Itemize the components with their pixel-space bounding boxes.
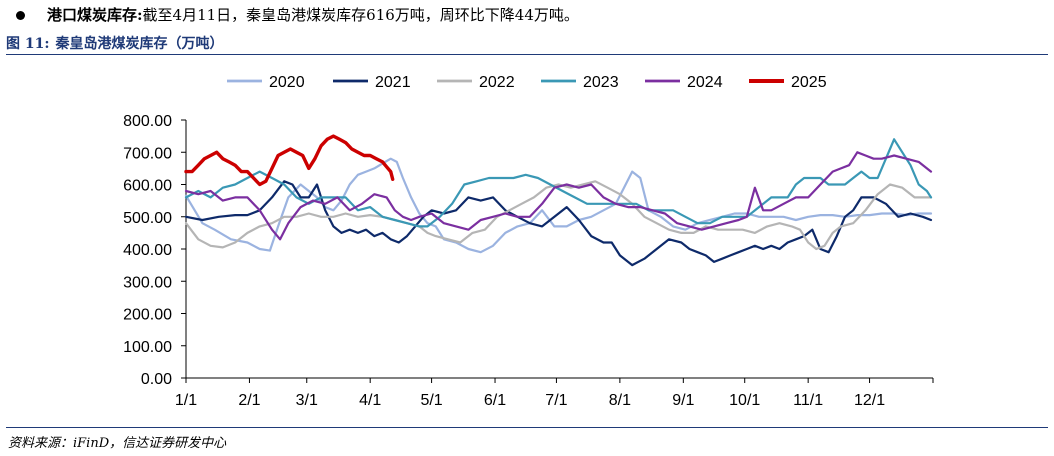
x-tick-label: 4/1 [359,392,381,409]
y-tick-label: 500.00 [123,210,172,227]
legend-label-2024: 2024 [687,74,723,91]
figure-title: 图 11: 秦皇岛港煤炭库存（万吨） [6,33,224,53]
y-tick-label: 0.00 [141,371,172,388]
legend-label-2020: 2020 [269,74,305,91]
series-line-2025 [184,134,395,187]
x-tick-label: 5/1 [420,392,442,409]
series-line-2023 [184,138,933,228]
summary-text: 截至4月11日，秦皇岛港煤炭库存616万吨，周环比下降44万吨。 [142,6,579,24]
x-tick-label: 10/1 [729,392,760,409]
y-tick-label: 800.00 [123,113,172,130]
chart-legend: 2020 2021 2022 2023 2024 2025 [227,74,827,91]
x-tick-label: 8/1 [609,392,631,409]
y-tick-label: 100.00 [123,339,172,356]
figure-bottom-rule [6,427,1048,428]
summary-heading: 港口煤炭库存: [47,6,143,24]
legend-label-2021: 2021 [375,74,411,91]
series-line-2021 [184,180,933,267]
x-tick-label: 1/1 [175,392,197,409]
x-tick-label: 9/1 [672,392,694,409]
x-tick-label: 7/1 [545,392,567,409]
x-axis: 1/1 2/1 3/1 4/1 5/1 6/1 7/1 8/1 9/1 10/1 11/1 12/1 [175,377,934,409]
x-tick-label: 12/1 [854,392,885,409]
plot-area [184,134,933,267]
y-tick-label: 200.00 [123,307,172,324]
x-tick-label: 3/1 [296,392,318,409]
y-axis: 800.00 700.00 600.00 500.00 400.00 300.00 200.… [123,113,187,388]
summary-bullet: 港口煤炭库存:截至4月11日，秦皇岛港煤炭库存616万吨，周环比下降44万吨。 [6,4,579,25]
figure-title-text: 秦皇岛港煤炭库存（万吨） [55,36,224,52]
series-line-2024 [184,151,933,241]
source-note: 资料来源：iFinD，信达证券研发中心 [8,436,227,451]
legend-label-2025: 2025 [791,74,827,91]
series-line-2020 [184,157,933,254]
legend-label-2023: 2023 [583,74,619,91]
y-tick-label: 300.00 [123,274,172,291]
x-tick-label: 2/1 [238,392,260,409]
legend-label-2022: 2022 [479,74,515,91]
y-tick-label: 400.00 [123,242,172,259]
y-tick-label: 700.00 [123,145,172,162]
x-tick-label: 11/1 [793,392,823,409]
bullet-dot-icon [16,11,25,20]
figure-top-rule [6,54,1048,55]
y-tick-label: 600.00 [123,178,172,195]
figure-number: 图 11: [6,36,50,52]
x-tick-label: 6/1 [484,392,506,409]
